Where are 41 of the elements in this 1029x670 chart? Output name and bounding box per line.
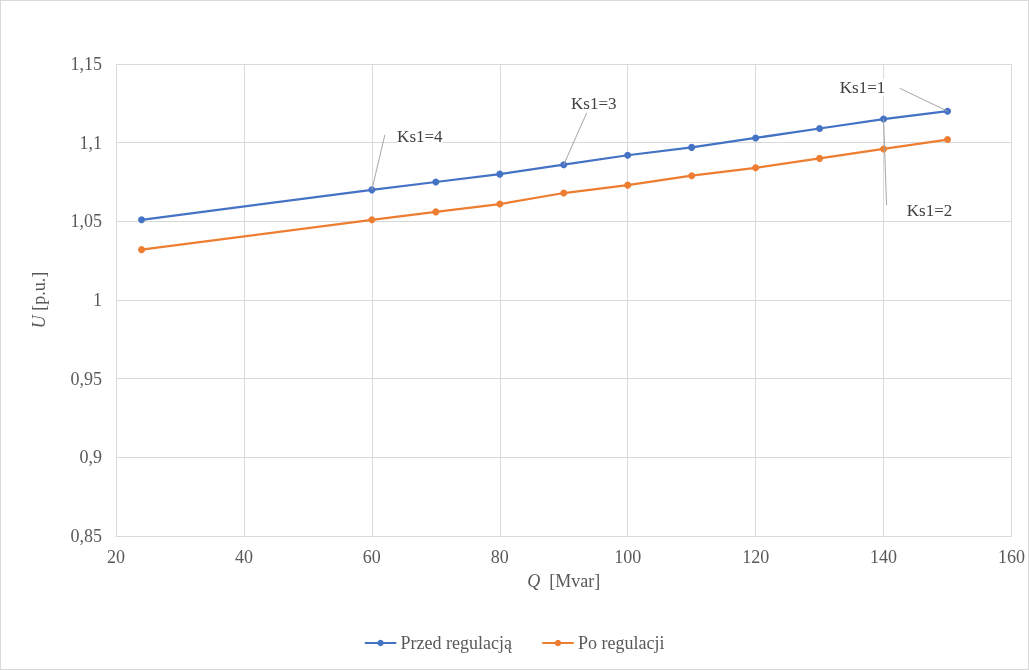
- point: [138, 246, 146, 254]
- y-tick-label: 1,15: [70, 54, 102, 74]
- annotation: Ks1=1: [839, 77, 886, 97]
- point: [816, 125, 824, 132]
- legend-label: Przed regulacją: [400, 633, 513, 653]
- y-tick-label: 1,1: [79, 132, 102, 153]
- y-tick-label: 0,9: [79, 447, 102, 468]
- x-tick-label: 140: [870, 547, 898, 567]
- point: [432, 208, 440, 216]
- y-tick-label: 1,05: [70, 211, 102, 232]
- point: [752, 164, 760, 172]
- x-tick-label: 40: [234, 547, 253, 567]
- point: [688, 143, 696, 151]
- point: [560, 189, 568, 197]
- point: [688, 172, 696, 180]
- point: [432, 178, 440, 186]
- legend-label: Po regulacji: [577, 633, 665, 653]
- annotation: Ks1=2: [906, 200, 953, 220]
- x-tick-label: 100: [614, 547, 642, 567]
- point: [816, 154, 824, 162]
- point: [624, 151, 632, 159]
- point: [368, 216, 376, 224]
- x-tick-label: 120: [742, 547, 770, 567]
- x-tick-label: 160: [998, 547, 1025, 567]
- point: [138, 216, 146, 224]
- point: [496, 170, 504, 178]
- point: [944, 107, 952, 115]
- x-tick-label: 20: [107, 547, 125, 567]
- point: [496, 200, 504, 208]
- x-tick-label: 80: [490, 547, 509, 567]
- x-tick-label: 60: [362, 547, 381, 567]
- point: [752, 134, 760, 142]
- x-axis-title: Q [Mvar]: [527, 571, 601, 591]
- y-tick-label: 0,95: [70, 368, 102, 389]
- point: [944, 136, 952, 144]
- point: [624, 181, 632, 189]
- annotation: Ks1=4: [397, 127, 444, 147]
- y-axis-title: U [p.u.]: [29, 271, 49, 329]
- y-tick-label: 1: [93, 290, 102, 310]
- annotation: Ks1=3: [571, 94, 617, 114]
- y-tick-label: 0,85: [70, 526, 102, 546]
